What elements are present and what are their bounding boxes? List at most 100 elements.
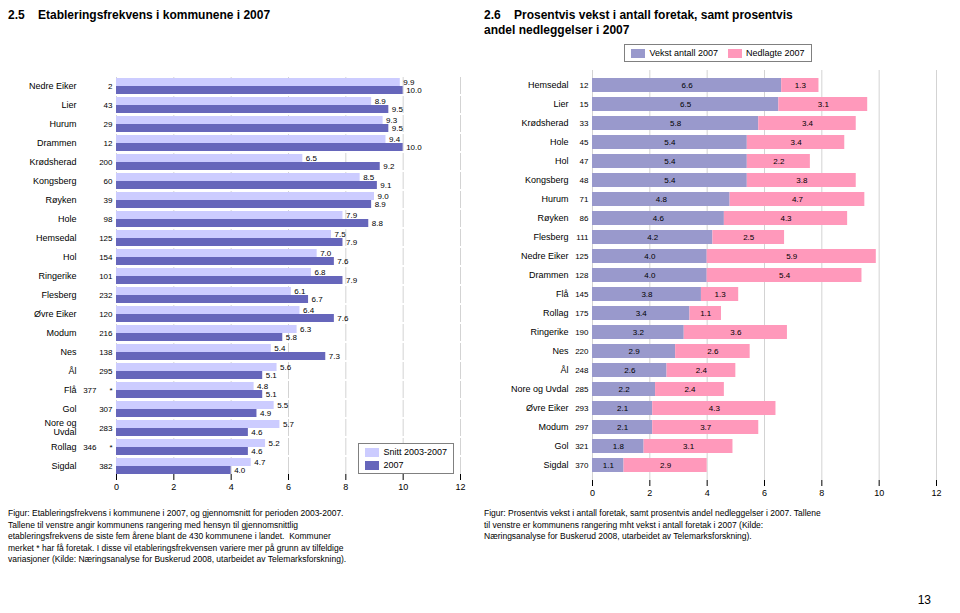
svg-text:4.0: 4.0 [234, 466, 246, 475]
svg-text:8: 8 [819, 488, 824, 498]
svg-text:0: 0 [590, 488, 595, 498]
svg-text:9.2: 9.2 [383, 162, 395, 171]
svg-text:5.1: 5.1 [266, 390, 278, 399]
svg-text:125: 125 [99, 234, 113, 243]
svg-text:Ringerike: Ringerike [38, 271, 76, 281]
svg-text:2.6: 2.6 [707, 347, 719, 356]
svg-text:5.8: 5.8 [286, 333, 298, 342]
svg-text:10.0: 10.0 [406, 86, 422, 95]
svg-text:Gol: Gol [554, 441, 568, 451]
svg-text:Lier: Lier [553, 99, 568, 109]
svg-text:2: 2 [647, 488, 652, 498]
svg-text:4.6: 4.6 [653, 214, 665, 223]
svg-text:8.8: 8.8 [372, 219, 384, 228]
svg-text:Hemsedal: Hemsedal [36, 233, 77, 243]
svg-text:Nes: Nes [60, 347, 77, 357]
svg-text:3.4: 3.4 [802, 119, 814, 128]
svg-text:5.5: 5.5 [277, 401, 289, 410]
svg-text:295: 295 [99, 367, 113, 376]
svg-text:Nedre Eiker: Nedre Eiker [29, 81, 77, 91]
svg-text:98: 98 [104, 215, 113, 224]
svg-text:12: 12 [455, 482, 465, 492]
svg-text:4.3: 4.3 [709, 404, 721, 413]
svg-text:5.8: 5.8 [670, 119, 682, 128]
svg-text:3.4: 3.4 [636, 309, 648, 318]
svg-text:47: 47 [580, 157, 589, 166]
svg-text:200: 200 [99, 158, 113, 167]
svg-text:Flå: Flå [556, 289, 569, 299]
svg-text:154: 154 [99, 253, 113, 262]
svg-text:5.2: 5.2 [269, 439, 281, 448]
svg-text:377: 377 [83, 386, 97, 395]
svg-text:86: 86 [580, 214, 589, 223]
svg-text:2.9: 2.9 [629, 347, 641, 356]
svg-text:3.8: 3.8 [641, 290, 653, 299]
svg-text:Modum: Modum [46, 328, 76, 338]
svg-text:293: 293 [575, 404, 589, 413]
svg-text:60: 60 [104, 177, 113, 186]
svg-text:Krødsherad: Krødsherad [29, 157, 76, 167]
svg-text:7.5: 7.5 [335, 230, 347, 239]
svg-text:6: 6 [762, 488, 767, 498]
svg-text:4.0: 4.0 [644, 252, 656, 261]
svg-text:43: 43 [104, 101, 113, 110]
svg-text:5.6: 5.6 [280, 363, 292, 372]
svg-text:2.9: 2.9 [660, 461, 672, 470]
svg-text:Nore og Uvdal: Nore og Uvdal [511, 384, 569, 394]
svg-text:101: 101 [99, 272, 113, 281]
svg-text:48: 48 [580, 176, 589, 185]
svg-text:Røyken: Røyken [537, 213, 568, 223]
svg-text:7.9: 7.9 [346, 276, 358, 285]
svg-text:Kongsberg: Kongsberg [33, 176, 77, 186]
svg-text:Flesberg: Flesberg [41, 290, 76, 300]
svg-text:Drammen: Drammen [37, 138, 77, 148]
svg-text:5.4: 5.4 [664, 176, 676, 185]
svg-text:71: 71 [580, 195, 589, 204]
svg-text:7.9: 7.9 [346, 238, 358, 247]
svg-text:138: 138 [99, 348, 113, 357]
svg-text:1.3: 1.3 [715, 290, 727, 299]
svg-text:Ål: Ål [68, 366, 76, 376]
svg-text:*: * [109, 386, 112, 395]
svg-text:39: 39 [104, 196, 113, 205]
svg-text:Hole: Hole [550, 137, 569, 147]
svg-text:120: 120 [99, 310, 113, 319]
svg-text:190: 190 [575, 328, 589, 337]
svg-text:2.1: 2.1 [617, 423, 629, 432]
svg-text:33: 33 [580, 119, 589, 128]
svg-text:2.2: 2.2 [618, 385, 630, 394]
svg-text:6.8: 6.8 [314, 268, 326, 277]
svg-text:6.1: 6.1 [294, 287, 306, 296]
svg-text:8: 8 [343, 482, 348, 492]
svg-text:Hemsedal: Hemsedal [528, 80, 569, 90]
svg-text:9.5: 9.5 [392, 105, 404, 114]
svg-text:5.9: 5.9 [786, 252, 798, 261]
svg-text:29: 29 [104, 120, 113, 129]
svg-text:285: 285 [575, 385, 589, 394]
svg-text:Hol: Hol [555, 156, 569, 166]
svg-text:Modum: Modum [538, 422, 568, 432]
svg-text:346: 346 [83, 443, 97, 452]
svg-text:1.3: 1.3 [795, 81, 807, 90]
svg-text:Øvre Eiker: Øvre Eiker [526, 403, 569, 413]
svg-text:125: 125 [575, 252, 589, 261]
svg-text:45: 45 [580, 138, 589, 147]
svg-text:145: 145 [575, 290, 589, 299]
svg-text:7.6: 7.6 [337, 257, 349, 266]
svg-text:Hol: Hol [63, 252, 77, 262]
svg-text:1.1: 1.1 [603, 461, 615, 470]
svg-text:1.8: 1.8 [613, 442, 625, 451]
svg-text:Drammen: Drammen [529, 270, 569, 280]
svg-text:Hurum: Hurum [49, 119, 76, 129]
svg-text:4.6: 4.6 [251, 447, 263, 456]
svg-text:10.0: 10.0 [406, 143, 422, 152]
svg-text:Kongsberg: Kongsberg [525, 175, 569, 185]
svg-text:216: 216 [99, 329, 113, 338]
svg-text:1.1: 1.1 [700, 309, 712, 318]
svg-text:Øvre Eiker: Øvre Eiker [34, 309, 77, 319]
svg-text:Sigdal: Sigdal [51, 461, 76, 471]
svg-text:Flå: Flå [64, 385, 77, 395]
svg-text:4.2: 4.2 [647, 233, 659, 242]
svg-text:Sigdal: Sigdal [543, 460, 568, 470]
svg-text:2: 2 [171, 482, 176, 492]
